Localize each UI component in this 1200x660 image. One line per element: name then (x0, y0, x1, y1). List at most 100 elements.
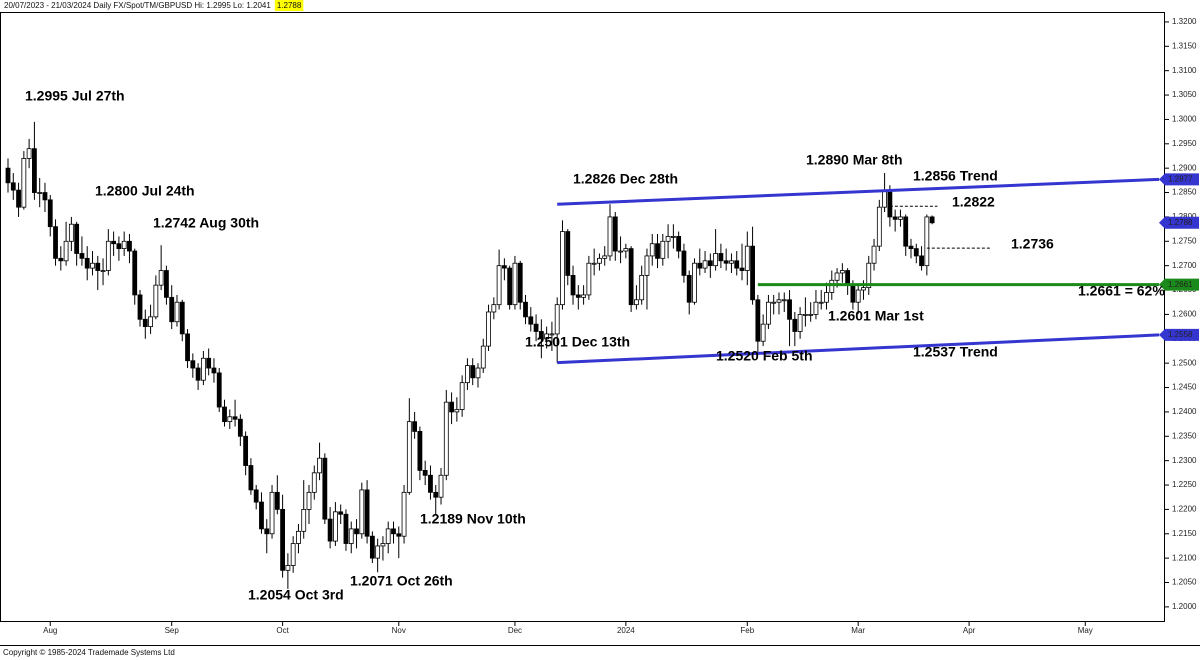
y-tick-label: 1.3150 (1172, 41, 1197, 50)
candle-body (269, 491, 275, 535)
candle-body (396, 533, 402, 537)
candle-body (808, 314, 814, 316)
candle-body (401, 491, 407, 537)
candle-body (327, 518, 333, 542)
candle-body (628, 248, 634, 306)
candle-body (206, 357, 212, 369)
y-tick-label: 1.2900 (1172, 163, 1197, 172)
candle-body (729, 260, 734, 264)
candle-body (16, 189, 21, 208)
candle-body (538, 331, 544, 340)
candle-body (924, 216, 930, 267)
annotation: 1.2742 Aug 30th (153, 215, 259, 231)
candle-body (560, 231, 565, 306)
candle-body (359, 489, 365, 535)
candle-body (565, 231, 571, 276)
candle-body (845, 270, 851, 286)
y-tick-label: 1.2500 (1172, 358, 1197, 367)
y-tick-label: 1.2050 (1172, 578, 1197, 587)
candle-body (702, 260, 708, 269)
x-tick-label: Oct (276, 626, 289, 635)
candle-body (290, 543, 296, 566)
price-tag-label: 1.2788 (1168, 218, 1193, 227)
candle-body (739, 267, 745, 271)
annotation: 1.2661 = 62% (1078, 283, 1165, 299)
candle-body (95, 262, 101, 271)
price-tag-label: 1.2661 (1168, 280, 1193, 289)
price-tag-label: 1.2877 (1168, 174, 1193, 183)
candle-body (496, 265, 502, 306)
candle-body (718, 253, 724, 262)
candle-body (570, 275, 576, 296)
candle-body (692, 262, 697, 303)
candle-body (132, 250, 138, 296)
candle-body (47, 199, 53, 228)
candle-body (839, 270, 845, 274)
y-tick-label: 1.2800 (1172, 212, 1197, 221)
candle-body (391, 528, 396, 535)
candle-body (871, 245, 877, 264)
candle-body (887, 189, 893, 218)
y-tick-label: 1.2600 (1172, 310, 1197, 319)
candle-body (137, 294, 143, 320)
candle-body (581, 294, 586, 298)
candle-body (686, 275, 692, 303)
candle-body (797, 314, 803, 332)
last-price: 1.2788 (277, 1, 302, 10)
candle-body (10, 182, 16, 191)
candle-body (528, 316, 534, 325)
candle-body (375, 545, 381, 559)
candle-body (512, 262, 518, 306)
candle-body (227, 416, 233, 423)
candle-body (58, 257, 64, 262)
candle-body (681, 250, 687, 276)
candle-body (338, 511, 344, 515)
candle-body (200, 357, 206, 381)
drawn-line (557, 177, 1160, 206)
candle-body (903, 216, 909, 247)
annotation: 1.2826 Dec 28th (573, 171, 678, 187)
y-tick-label: 1.2300 (1172, 456, 1197, 465)
candle-body (676, 236, 682, 252)
y-tick-label: 1.2000 (1172, 602, 1197, 611)
candle-body (406, 421, 412, 493)
candle-body (243, 435, 249, 466)
candle-body (443, 401, 449, 476)
candle-body (111, 240, 117, 245)
candle-body (908, 245, 914, 250)
candle-body (597, 257, 602, 264)
candle-body (517, 262, 523, 303)
annotation: 1.2856 Trend (913, 168, 998, 184)
candle-body (523, 301, 528, 318)
candle-body (649, 243, 655, 257)
x-tick-label: Nov (392, 626, 406, 635)
candle-body (501, 265, 507, 269)
candle-body (707, 260, 713, 267)
candle-body (486, 311, 491, 347)
candle-body (898, 216, 903, 220)
y-tick-label: 1.3200 (1172, 17, 1197, 26)
annotation: 1.2520 Feb 5th (716, 348, 813, 364)
annotation: 1.2736 (1011, 236, 1054, 252)
candle-body (280, 508, 285, 571)
last-price-highlight (274, 0, 304, 11)
candle-body (829, 279, 835, 293)
candle-body (422, 469, 428, 476)
candle-body (364, 489, 370, 537)
candle-body (253, 489, 259, 503)
candle-body (169, 296, 175, 323)
candle-body (465, 365, 470, 384)
annotation: 1.2995 Jul 27th (25, 88, 125, 104)
candle-body (618, 250, 623, 253)
footer: Copyright © 1985-2024 Trademade Systems … (3, 648, 175, 657)
y-tick-label: 1.3100 (1172, 66, 1197, 75)
candle-body (274, 491, 280, 510)
candle-body (174, 301, 180, 323)
y-tick-label: 1.3000 (1172, 115, 1197, 124)
candle-body (311, 472, 317, 493)
candle-body (861, 287, 866, 291)
candle-body (454, 409, 460, 413)
candle-body (105, 240, 111, 271)
